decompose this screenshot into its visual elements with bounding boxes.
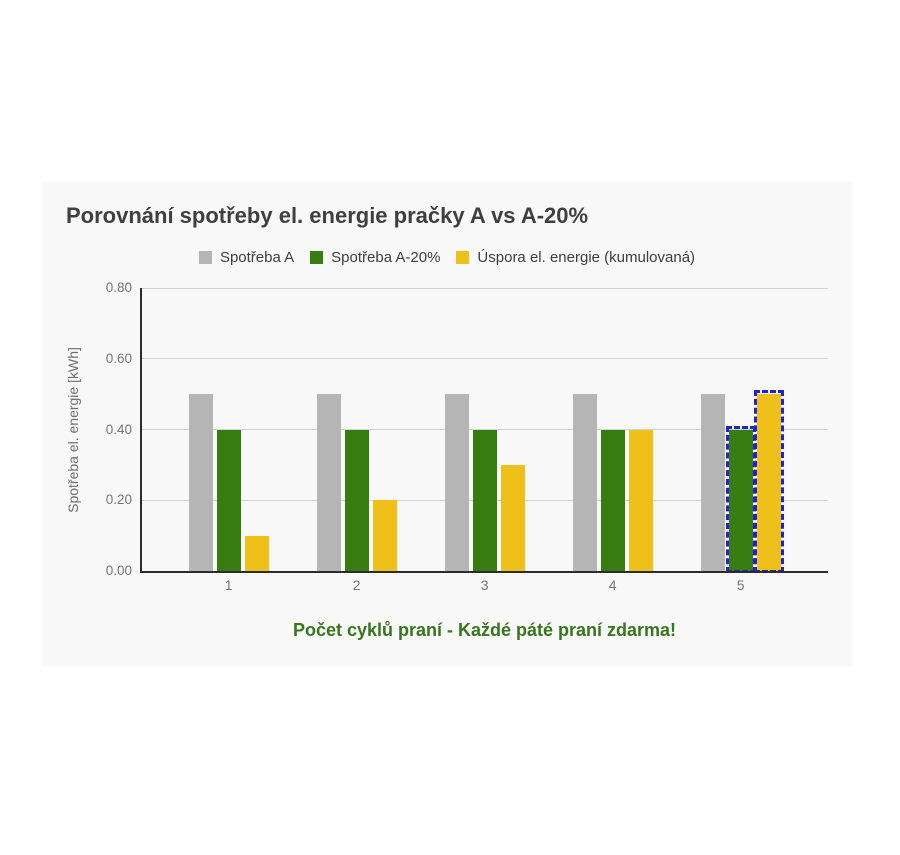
- gridline: [141, 288, 828, 289]
- bar-series3-cat5[interactable]: [756, 394, 781, 571]
- bar-series2-cat3[interactable]: [472, 429, 497, 571]
- y-axis-line: [140, 288, 142, 573]
- legend-swatch: [198, 250, 212, 264]
- x-axis-category-labels: 1 2 3 4 5: [141, 577, 828, 593]
- bar-series2-cat4[interactable]: [600, 429, 625, 571]
- legend-item: Spotřeba A: [198, 248, 295, 266]
- legend-item: Spotřeba A-20%: [310, 249, 440, 266]
- y-tick-label: 0.60: [105, 350, 132, 366]
- legend: Spotřeba A Spotřeba A-20% Úspora el. energ…: [42, 248, 852, 266]
- chart-card: Porovnání spotřeby el. energie pračky A …: [42, 182, 852, 666]
- legend-swatch: [456, 250, 470, 264]
- plot-area: [141, 288, 828, 573]
- gridline: [141, 358, 828, 360]
- chart-title: Porovnání spotřeby el. energie pračky A …: [66, 203, 589, 228]
- legend-label: Spotřeba A: [219, 248, 295, 266]
- y-tick-label: 0.20: [105, 492, 132, 508]
- legend-label: Úspora el. energie (kumulovaná): [477, 248, 696, 266]
- y-tick-label: 0.00: [105, 563, 132, 578]
- bar-series1-cat4[interactable]: [572, 394, 597, 571]
- bar-series2-cat2[interactable]: [344, 429, 369, 571]
- x-category-label: 5: [736, 577, 745, 593]
- x-category-label: 4: [608, 577, 617, 593]
- bar-series1-cat2[interactable]: [316, 394, 341, 571]
- bar-series1-cat1[interactable]: [188, 394, 213, 571]
- bar-series3-cat2[interactable]: [372, 500, 397, 571]
- x-category-label: 3: [480, 577, 489, 593]
- legend-item: Úspora el. energie (kumulovaná): [456, 249, 695, 266]
- bar-series2-cat5[interactable]: [728, 429, 753, 571]
- y-tick-label: 0.40: [105, 421, 132, 437]
- x-axis-title: Počet cyklů praní - Každé páté praní zda…: [292, 620, 677, 640]
- x-category-label: 1: [224, 577, 233, 593]
- bar-series1-cat3[interactable]: [444, 394, 469, 571]
- bar-series1-cat5[interactable]: [700, 394, 725, 571]
- bar-series3-cat1[interactable]: [244, 535, 269, 571]
- x-category-label: 2: [352, 577, 361, 593]
- bar-series3-cat4[interactable]: [628, 429, 653, 571]
- legend-swatch: [310, 250, 324, 264]
- bar-series3-cat3[interactable]: [500, 464, 525, 571]
- legend-label: Spotřeba A-20%: [331, 248, 441, 266]
- y-tick-label: 0.80: [105, 280, 132, 295]
- bar-series2-cat1[interactable]: [216, 429, 241, 571]
- y-axis-tick-labels: 0.00 0.20 0.40 0.60 0.80: [42, 280, 132, 578]
- x-axis-line: [140, 571, 828, 573]
